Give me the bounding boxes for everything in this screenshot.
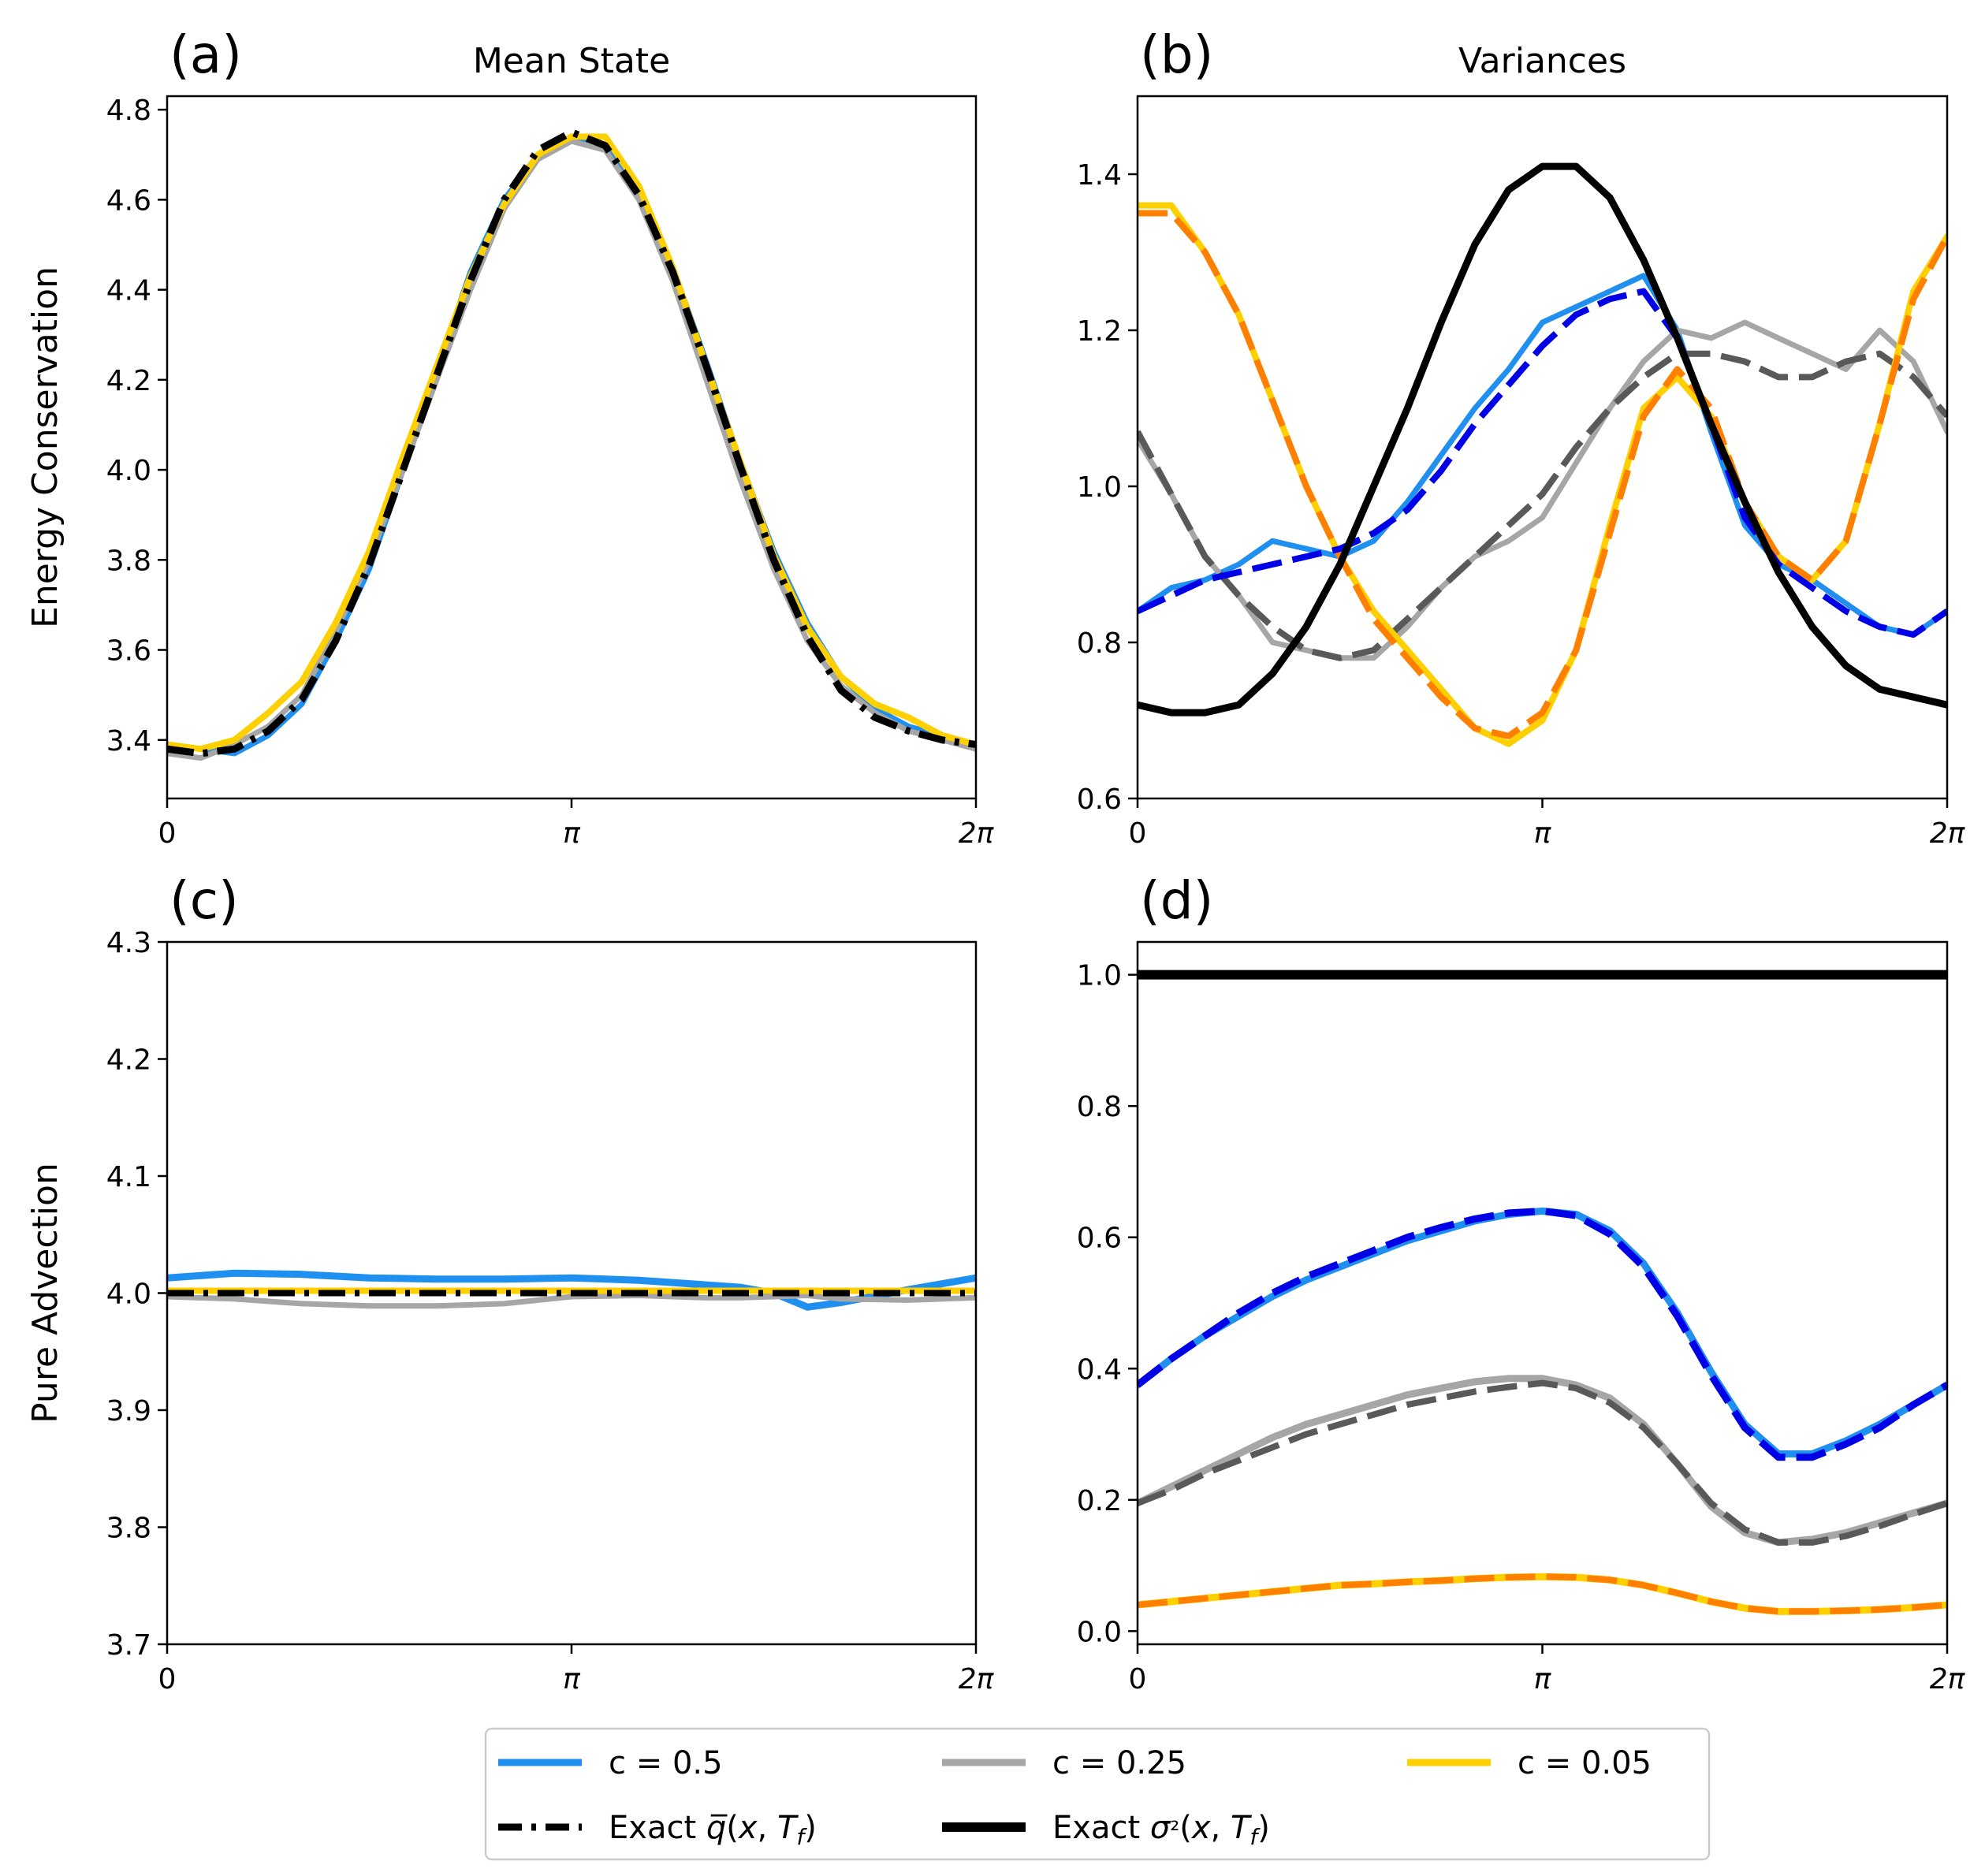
y-tick-label: 1.0: [1077, 471, 1122, 504]
panel-title: Variances: [1458, 41, 1626, 81]
panel-letter: (c): [169, 870, 239, 931]
series-line-5: [1138, 1573, 1947, 1615]
x-tick-label: 2π: [1930, 1663, 1966, 1695]
axes-frame: [1136, 95, 1949, 800]
y-tick-label: 0.8: [1077, 1091, 1122, 1123]
y-tick-label: 3.4: [106, 725, 151, 757]
y-tick-label: 4.2: [106, 1044, 151, 1077]
y-tick-label: 0.4: [1077, 1353, 1122, 1386]
legend-label: c = 0.5: [609, 1745, 723, 1781]
legend-label: Exact σ²(x, Tf): [1052, 1810, 1270, 1850]
panel-c: 0 π 2π 3.7 3.8 3.9 4.0 4.1 4.2 4.3 (c) Pure Advecti…: [25, 870, 995, 1695]
x-tick-label: π: [1534, 817, 1552, 850]
legend-label: c = 0.25: [1052, 1745, 1186, 1781]
y-tick-label: 1.2: [1077, 315, 1122, 348]
series-line-2: [167, 133, 976, 753]
series-line-2: [1138, 1375, 1947, 1547]
y-tick-label: 0.6: [1077, 1223, 1122, 1255]
y-tick-label: 0.8: [1077, 627, 1122, 660]
y-tick-label: 0.2: [1077, 1485, 1122, 1517]
legend-frame: [484, 1727, 1711, 1861]
y-tick-label: 4.6: [106, 184, 151, 217]
panel-d: 0 π 2π 0.0 0.2 0.4 0.6 0.8 1.0 (d): [1077, 870, 1966, 1695]
y-tick-label: 3.8: [106, 1513, 151, 1545]
panel-letter: (b): [1140, 24, 1213, 85]
y-tick-label: 3.9: [106, 1395, 151, 1427]
y-axis-label: Pure Advection: [25, 1163, 65, 1424]
y-tick-label: 1.0: [1077, 960, 1122, 992]
series-line-3: [1138, 202, 1947, 747]
legend-item: Exact σ²(x, Tf): [942, 1810, 1270, 1850]
series-line-6: [1138, 162, 1947, 717]
x-tick-label: 2π: [959, 817, 995, 850]
series-line-4: [1138, 210, 1947, 739]
series-line-0: [167, 1269, 976, 1311]
panel-title: Mean State: [473, 41, 670, 81]
series-line-5: [1138, 288, 1947, 638]
x-tick-label: 2π: [1930, 817, 1966, 850]
y-tick-label: 4.0: [106, 455, 151, 487]
y-tick-label: 0.6: [1077, 784, 1122, 816]
panel-a: 0 π 2π 3.4 3.6 3.8 4.0 4.2 4.4 4.6 4.8 (a) Mean Stat…: [25, 24, 995, 850]
legend-item: c = 0.05: [1407, 1745, 1652, 1781]
panel-letter: (a): [169, 24, 242, 85]
legend-label: Exact q̅(x, Tf): [609, 1810, 817, 1850]
series-line-1: [167, 1293, 976, 1309]
y-axis-label: Energy Conservation: [25, 266, 65, 628]
legend-item: Exact q̅(x, Tf): [498, 1810, 817, 1850]
legend: c = 0.5 c = 0.25 c = 0.05 Exact q̅(x, Tf) Ex…: [484, 1727, 1711, 1861]
y-tick-label: 4.0: [106, 1279, 151, 1311]
y-tick-label: 0.0: [1077, 1616, 1122, 1648]
series-line-3: [1138, 1379, 1947, 1546]
series-line-0: [1138, 273, 1947, 638]
legend-label: c = 0.05: [1518, 1745, 1652, 1781]
series-line-1: [1138, 1207, 1947, 1461]
y-tick-label: 3.8: [106, 545, 151, 577]
y-tick-label: 3.6: [106, 635, 151, 668]
y-tick-label: 4.8: [106, 95, 151, 127]
series-line-0: [1138, 1207, 1947, 1457]
series-line-3: [167, 128, 976, 757]
series-line-0: [167, 133, 976, 757]
x-tick-label: 0: [1129, 1663, 1147, 1695]
y-tick-label: 3.7: [106, 1629, 151, 1662]
y-tick-label: 1.4: [1077, 159, 1122, 192]
y-tick-label: 4.1: [106, 1161, 151, 1193]
y-tick-label: 4.3: [106, 927, 151, 959]
series-line-4: [1138, 1573, 1947, 1615]
legend-item: c = 0.25: [942, 1745, 1186, 1781]
series-line-1: [1138, 319, 1947, 661]
y-tick-label: 4.4: [106, 275, 151, 307]
x-tick-label: 2π: [959, 1663, 995, 1695]
x-tick-label: 0: [158, 1663, 177, 1695]
x-tick-label: π: [1534, 1663, 1552, 1695]
x-tick-label: 0: [1129, 817, 1147, 850]
legend-item: c = 0.5: [498, 1745, 723, 1781]
panel-b: 0 π 2π 0.6 0.8 1.0 1.2 1.4 (b) Variances: [1077, 24, 1966, 850]
y-tick-label: 4.2: [106, 365, 151, 397]
x-tick-label: π: [563, 817, 581, 850]
series-line-2: [1138, 350, 1947, 661]
panel-letter: (d): [1140, 870, 1213, 931]
x-tick-label: π: [563, 1663, 581, 1695]
x-tick-label: 0: [158, 817, 177, 850]
series-line-1: [167, 138, 976, 761]
